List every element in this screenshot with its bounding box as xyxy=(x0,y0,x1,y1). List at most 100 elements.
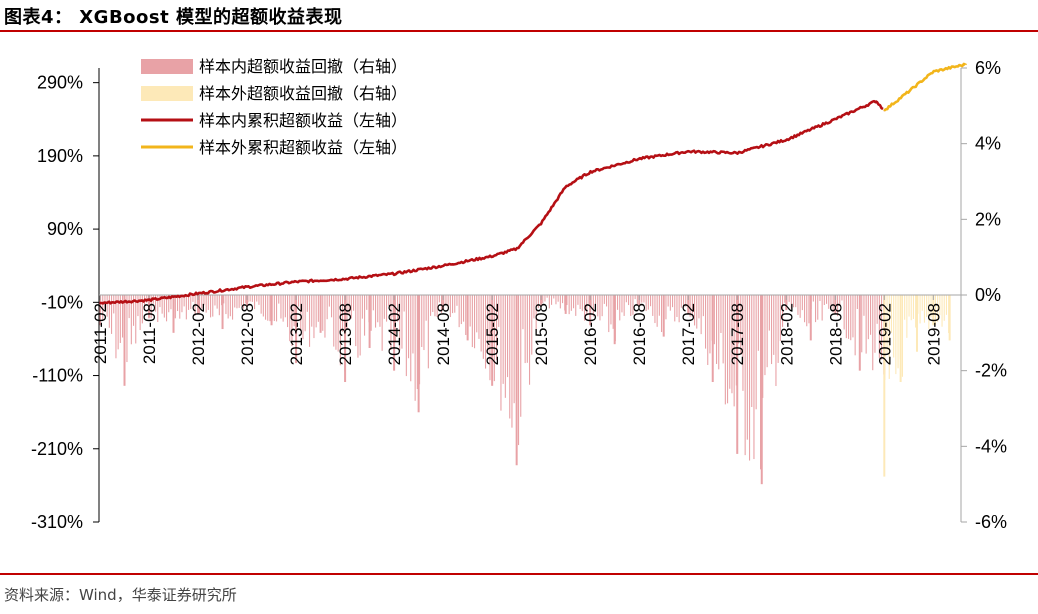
drawdown-bar xyxy=(883,295,886,477)
drawdown-bar xyxy=(762,295,764,398)
drawdown-bar xyxy=(203,295,205,306)
legend: 样本内超额收益回撤（右轴） 样本外超额收益回撤（右轴） 样本内累积超额收益（左轴） 样… xyxy=(141,57,407,157)
drawdown-bar xyxy=(350,295,352,319)
drawdown-bar xyxy=(432,295,434,312)
drawdown-bar xyxy=(716,295,718,364)
drawdown-bar xyxy=(830,295,832,311)
drawdown-bar xyxy=(313,295,315,339)
drawdown-bar xyxy=(280,295,282,319)
drawdown-bar xyxy=(746,295,748,440)
drawdown-bar xyxy=(910,295,912,321)
x-tick-label: 2017-02 xyxy=(679,303,698,365)
drawdown-bar xyxy=(790,295,792,309)
drawdown-bar xyxy=(852,295,854,338)
drawdown-bar xyxy=(645,295,647,312)
drawdown-bar xyxy=(311,295,313,327)
right-tick-label: -6% xyxy=(975,512,1007,532)
drawdown-bar xyxy=(540,295,542,304)
line-data-point xyxy=(736,152,739,154)
drawdown-bar xyxy=(720,295,722,333)
x-tick-label: 2014-02 xyxy=(385,303,404,365)
drawdown-bar xyxy=(854,295,856,356)
drawdown-bar xyxy=(819,295,821,302)
drawdown-bar xyxy=(597,295,599,317)
drawdown-bar xyxy=(696,295,698,329)
drawdown-bar xyxy=(507,295,509,378)
drawdown-bar xyxy=(287,295,289,328)
drawdown-bar xyxy=(115,295,117,359)
drawdown-bar xyxy=(234,295,236,308)
right-tick-label: -2% xyxy=(975,361,1007,381)
drawdown-bar xyxy=(295,295,297,361)
x-tick-label: 2016-02 xyxy=(581,303,600,365)
drawdown-bar xyxy=(599,295,601,321)
drawdown-bar xyxy=(937,295,939,322)
x-tick-label: 2018-08 xyxy=(826,303,845,365)
line-data-point xyxy=(540,222,542,225)
drawdown-bar xyxy=(932,295,934,317)
drawdown-bar xyxy=(828,295,830,309)
x-tick-label: 2019-02 xyxy=(875,303,894,365)
drawdown-bar xyxy=(403,295,405,312)
right-tick-label: -4% xyxy=(975,436,1007,456)
drawdown-bar xyxy=(221,295,223,306)
drawdown-bar xyxy=(709,295,711,354)
drawdown-bar xyxy=(722,295,724,364)
drawdown-bar xyxy=(405,295,407,377)
drawdown-bar xyxy=(899,295,901,360)
drawdown-bar xyxy=(240,295,242,306)
drawdown-bar xyxy=(912,295,915,319)
drawdown-bar xyxy=(243,295,245,309)
drawdown-bar xyxy=(945,295,948,315)
drawdown-bar xyxy=(333,295,335,347)
drawdown-bar xyxy=(214,295,216,306)
drawdown-bar xyxy=(804,295,806,323)
drawdown-bar xyxy=(799,295,801,318)
drawdown-bar xyxy=(317,295,319,322)
drawdown-bar xyxy=(377,295,379,323)
drawdown-bar xyxy=(663,295,665,332)
drawdown-bar xyxy=(568,295,570,315)
drawdown-bar xyxy=(588,295,590,304)
drawdown-bar xyxy=(687,295,690,314)
drawdown-bar xyxy=(915,295,917,328)
drawdown-bar xyxy=(566,295,568,306)
drawdown-bar xyxy=(372,295,374,311)
drawdown-bar xyxy=(793,295,795,308)
line-data-point xyxy=(564,185,567,188)
drawdown-bar xyxy=(324,295,326,338)
drawdown-bar xyxy=(183,295,185,307)
drawdown-bar xyxy=(603,295,605,304)
drawdown-bar xyxy=(463,295,465,322)
drawdown-bar xyxy=(487,295,489,353)
drawdown-bar xyxy=(185,295,187,320)
drawdown-bar xyxy=(610,295,612,325)
drawdown-bar xyxy=(823,295,825,305)
drawdown-bar xyxy=(269,295,271,322)
drawdown-bar xyxy=(218,295,220,316)
drawdown-bar xyxy=(544,295,546,302)
drawdown-bar xyxy=(267,295,269,321)
drawdown-bar xyxy=(919,295,921,324)
drawdown-bar xyxy=(672,295,674,308)
drawdown-bar xyxy=(678,295,680,323)
drawdown-bar xyxy=(271,295,273,321)
drawdown-bar xyxy=(808,295,810,324)
drawdown-bar xyxy=(562,295,564,304)
drawdown-bar xyxy=(493,295,495,382)
right-tick-label: 6% xyxy=(975,58,1001,78)
drawdown-bar xyxy=(888,295,890,379)
drawdown-bar xyxy=(284,295,286,318)
drawdown-bar xyxy=(460,295,462,325)
drawdown-bar xyxy=(163,295,165,318)
source-note: 资料来源：Wind，华泰证券研究所 xyxy=(4,586,237,604)
drawdown-bar xyxy=(141,295,143,324)
drawdown-bar xyxy=(915,295,918,352)
drawdown-bar xyxy=(320,295,322,309)
drawdown-bar xyxy=(526,295,528,363)
drawdown-bar xyxy=(548,295,550,309)
drawdown-bar xyxy=(522,295,524,330)
drawdown-bar xyxy=(122,295,124,338)
drawdown-bar xyxy=(893,295,895,358)
drawdown-bar xyxy=(128,295,130,319)
